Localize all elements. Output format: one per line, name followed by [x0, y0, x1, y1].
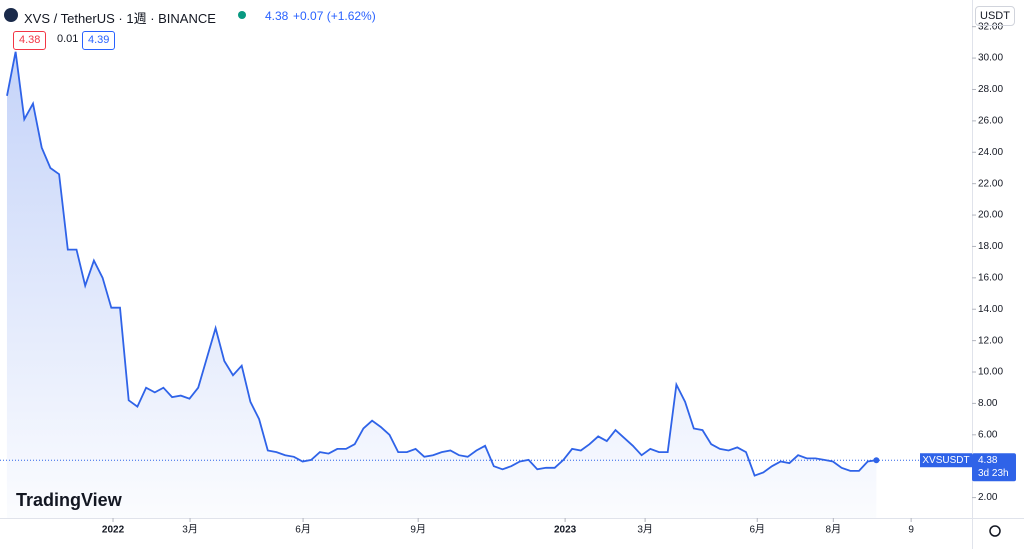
coin-icon — [4, 8, 18, 22]
y-tick-label: 8.00 — [978, 398, 998, 409]
y-tick-label: 2.00 — [978, 492, 998, 503]
y-tick-label: 20.00 — [978, 210, 1003, 221]
y-tick-label: 24.00 — [978, 147, 1003, 158]
price-change: +0.07 (+1.62%) — [293, 9, 376, 23]
x-tick-label: 8月 — [826, 524, 842, 536]
symbol-tag-bg — [920, 453, 972, 468]
price-tag-bg — [972, 453, 1016, 482]
area-fill — [6, 51, 877, 519]
y-tick-label: 28.00 — [978, 84, 1003, 95]
x-tick-label: 3月 — [182, 524, 198, 536]
spread: 0.01 — [57, 33, 79, 45]
y-tick-label: 16.00 — [978, 272, 1003, 283]
sell-button[interactable]: 4.38 — [13, 31, 47, 50]
y-tick-label: 26.00 — [978, 116, 1003, 127]
brand-logo: TradingView — [16, 490, 122, 510]
y-tick-label: 18.00 — [978, 241, 1003, 252]
price-tag: 4.38 — [978, 455, 998, 466]
price-line — [6, 51, 877, 477]
x-tick-label: 9 — [908, 525, 914, 536]
x-tick-label: 9月 — [410, 524, 426, 536]
y-tick-label: 30.00 — [978, 53, 1003, 64]
countdown-tag: 3d 23h — [978, 468, 1009, 479]
last-price: 4.38 — [265, 9, 289, 23]
x-tick-label: 6月 — [295, 524, 311, 536]
x-tick-label: 3月 — [637, 524, 653, 536]
x-tick-label: 2023 — [554, 525, 577, 536]
y-tick-label: 22.00 — [978, 178, 1003, 189]
x-tick-label: 6月 — [749, 524, 765, 536]
y-tick-label: 32.00 — [978, 21, 1003, 32]
buy-button[interactable]: 4.39 — [82, 31, 116, 50]
symbol: XVS / TetherUS · 1週 · BINANCE — [24, 11, 216, 26]
market-status — [238, 11, 246, 19]
settings-icon[interactable] — [989, 525, 1001, 537]
y-tick-label: 14.00 — [978, 304, 1003, 315]
y-tick-label: 6.00 — [978, 429, 998, 440]
currency-button[interactable]: USDT — [975, 6, 1015, 26]
symbol-tag: XVSUSDT — [922, 455, 969, 466]
y-tick-label: 12.00 — [978, 335, 1003, 346]
y-tick-label: 10.00 — [978, 367, 1003, 378]
x-tick-label: 2022 — [102, 525, 125, 536]
